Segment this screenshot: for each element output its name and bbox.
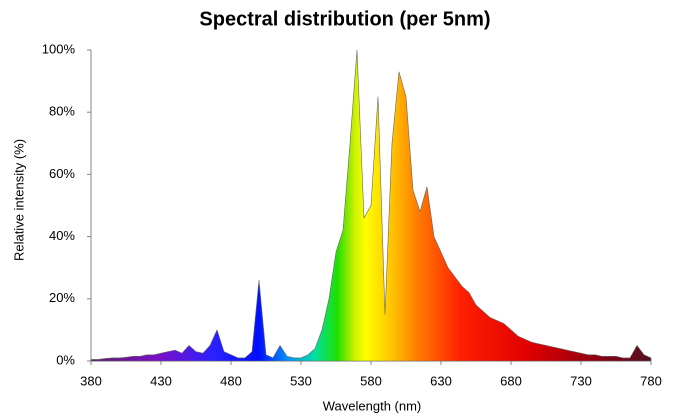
y-tick-label: 40%: [49, 228, 75, 243]
y-tick-label: 60%: [49, 166, 75, 181]
x-tick-label: 630: [430, 373, 452, 388]
chart-title: Spectral distribution (per 5nm): [199, 8, 490, 30]
x-tick-label: 780: [640, 373, 662, 388]
spectrum-area: [90, 49, 652, 362]
y-tick-label: 20%: [49, 290, 75, 305]
x-tick-label: 480: [220, 373, 242, 388]
x-tick-label: 580: [360, 373, 382, 388]
x-tick-label: 430: [150, 373, 172, 388]
y-tick-label: 80%: [49, 104, 75, 119]
x-tick-label: 530: [290, 373, 312, 388]
x-tick-label: 680: [500, 373, 522, 388]
x-tick-label: 730: [570, 373, 592, 388]
x-tick-label: 380: [80, 373, 102, 388]
y-tick-label: 0%: [56, 352, 75, 367]
y-axis-label: Relative intensity (%): [11, 139, 26, 261]
y-tick-label: 100%: [42, 41, 76, 56]
x-axis-label: Wavelength (nm): [323, 398, 422, 413]
